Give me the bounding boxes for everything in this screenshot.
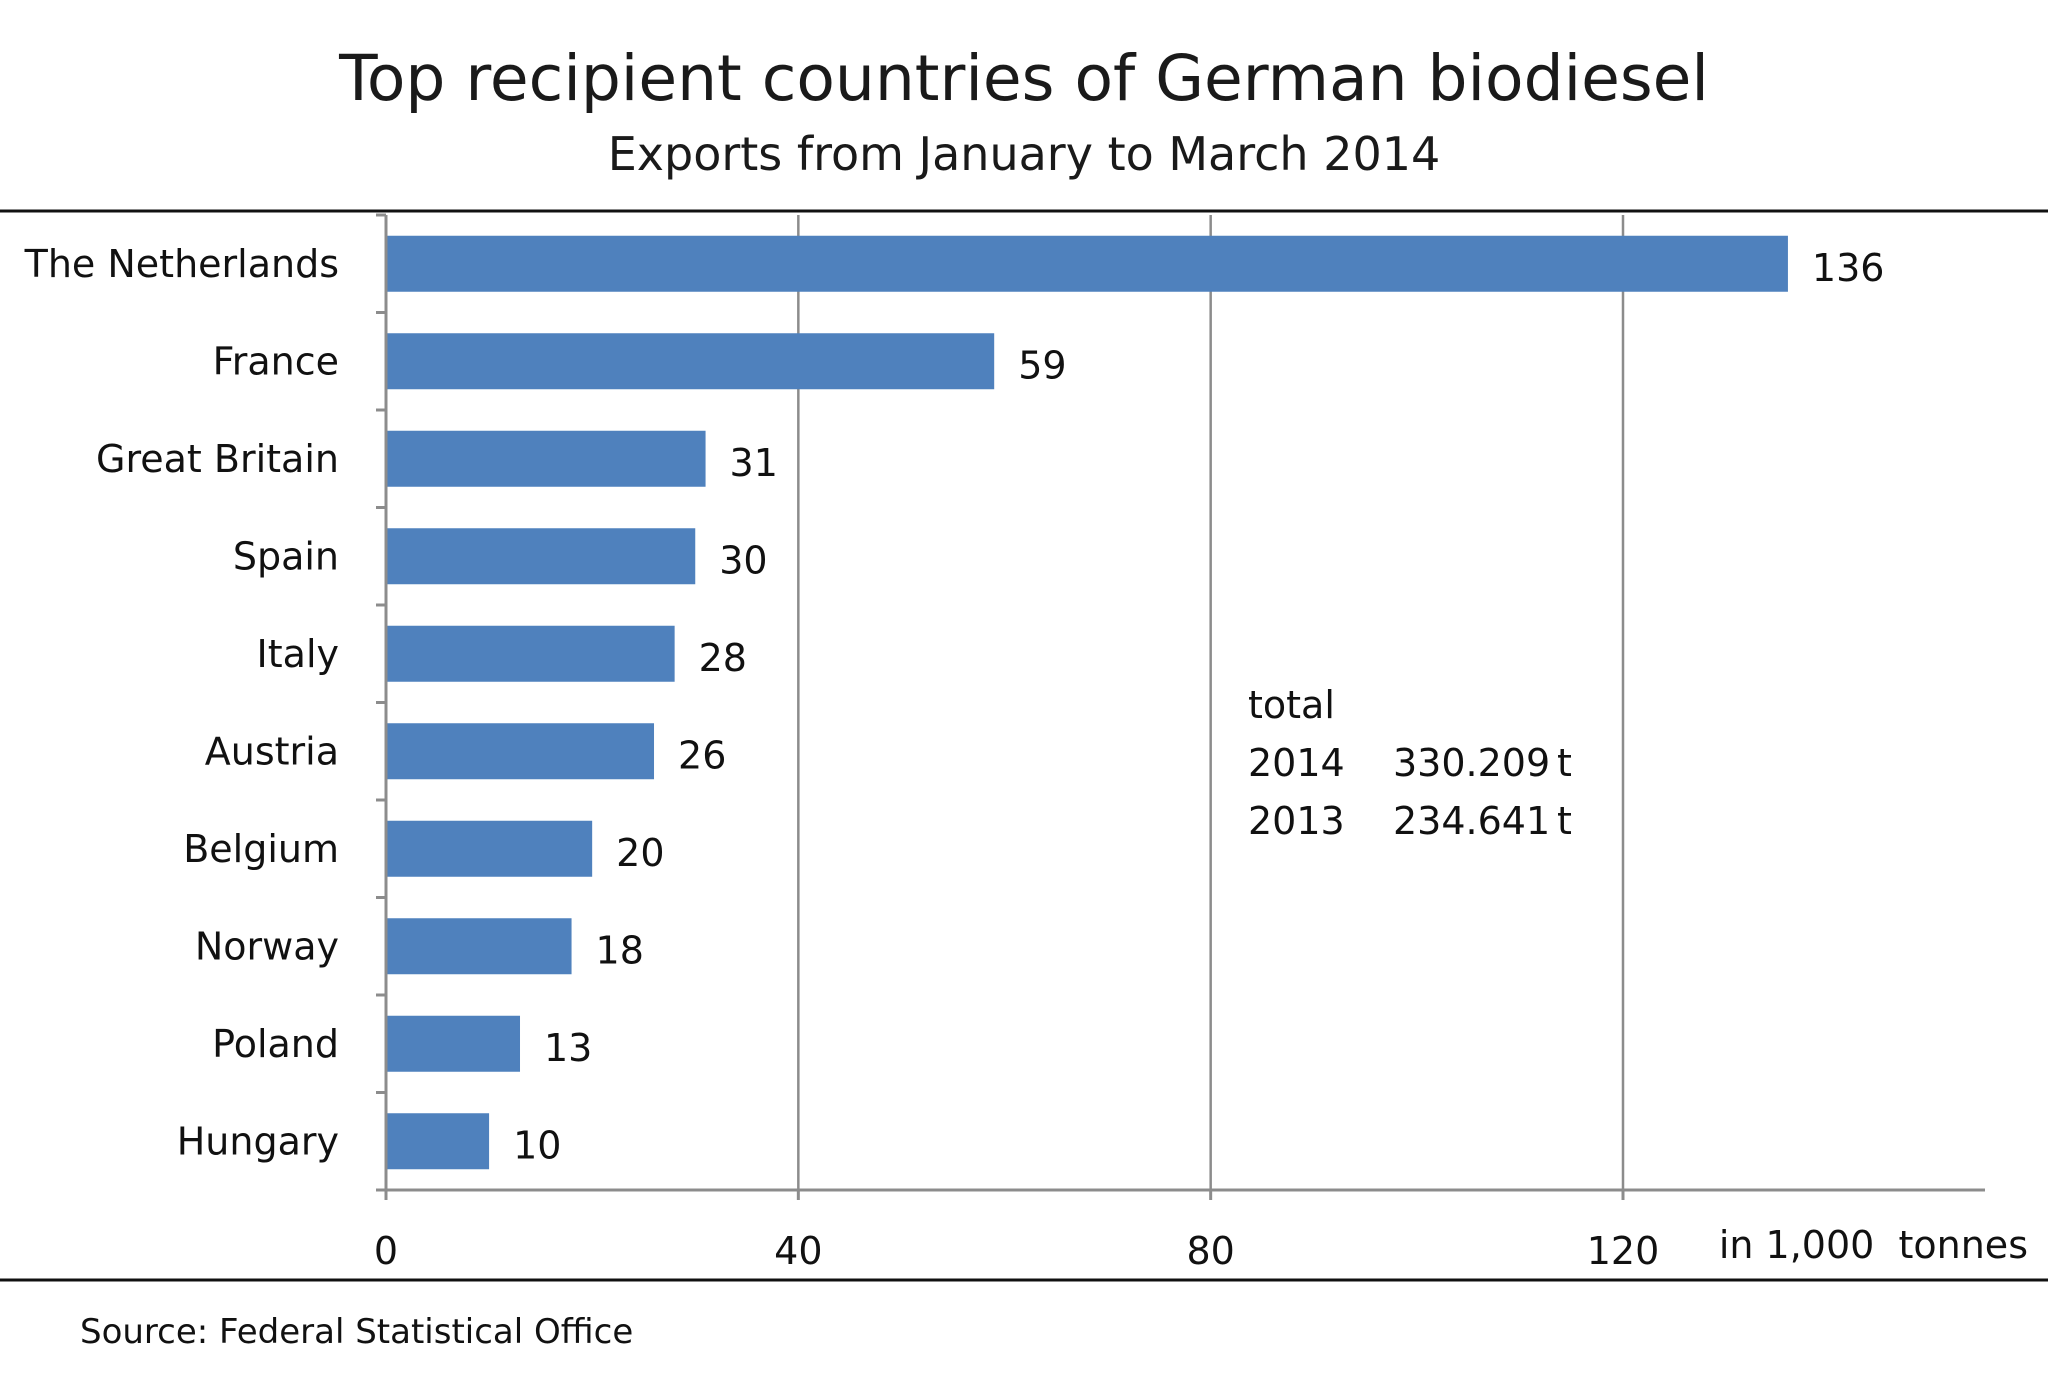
value-label-8: 13 bbox=[544, 1026, 592, 1070]
bar-7 bbox=[386, 918, 572, 975]
value-label-4: 28 bbox=[699, 636, 747, 680]
chart-title: Top recipient countries of German biodie… bbox=[338, 42, 1709, 115]
totals-amount-2014: 330.209 bbox=[1393, 741, 1550, 785]
bar-5 bbox=[386, 723, 655, 780]
category-label-3: Spain bbox=[233, 534, 339, 578]
bar-6 bbox=[386, 820, 593, 877]
bar-4 bbox=[386, 625, 675, 682]
totals-year-2013: 2013 bbox=[1248, 799, 1345, 843]
category-label-9: Hungary bbox=[177, 1119, 339, 1163]
category-label-7: Norway bbox=[195, 924, 339, 968]
bar-9 bbox=[386, 1113, 490, 1170]
bars bbox=[386, 235, 1788, 1170]
x-tick-label-120: 120 bbox=[1587, 1229, 1660, 1273]
axes bbox=[376, 213, 1985, 1200]
source-note: Source: Federal Statistical Office bbox=[80, 1312, 633, 1352]
category-label-2: Great Britain bbox=[96, 437, 339, 481]
value-label-7: 18 bbox=[596, 928, 644, 972]
totals-amount-2013: 234.641 bbox=[1393, 799, 1550, 843]
totals-year-2014: 2014 bbox=[1248, 741, 1345, 785]
x-tick-label-80: 80 bbox=[1186, 1229, 1234, 1273]
value-label-0: 136 bbox=[1812, 246, 1885, 290]
value-label-9: 10 bbox=[513, 1123, 561, 1167]
bar-0 bbox=[386, 235, 1788, 292]
totals-unit-2014: t bbox=[1557, 741, 1572, 785]
category-label-6: Belgium bbox=[183, 827, 339, 871]
bar-1 bbox=[386, 333, 995, 390]
labels: The Netherlands 136 France 59 Great Britain 3… bbox=[24, 242, 1885, 1273]
x-tick-label-0: 0 bbox=[374, 1229, 398, 1273]
value-label-3: 30 bbox=[719, 538, 767, 582]
totals-annotation: total 2014 330.209 t 2013 234.641 t bbox=[1248, 683, 1572, 843]
bar-8 bbox=[386, 1015, 521, 1072]
x-tick-label-40: 40 bbox=[774, 1229, 822, 1273]
totals-heading: total bbox=[1248, 683, 1335, 727]
value-label-6: 20 bbox=[616, 831, 664, 875]
category-label-5: Austria bbox=[205, 729, 339, 773]
bar-3 bbox=[386, 528, 696, 585]
bar-2 bbox=[386, 430, 706, 487]
value-label-1: 59 bbox=[1018, 343, 1066, 387]
category-label-4: Italy bbox=[257, 632, 339, 676]
category-label-0: The Netherlands bbox=[24, 242, 339, 286]
category-label-8: Poland bbox=[212, 1022, 339, 1066]
value-label-5: 26 bbox=[678, 733, 726, 777]
x-axis-unit-label: in 1,000 tonnes bbox=[1719, 1223, 2028, 1267]
totals-unit-2013: t bbox=[1557, 799, 1572, 843]
chart-subtitle: Exports from January to March 2014 bbox=[608, 127, 1441, 181]
value-label-2: 31 bbox=[730, 441, 778, 485]
category-label-1: France bbox=[213, 339, 339, 383]
